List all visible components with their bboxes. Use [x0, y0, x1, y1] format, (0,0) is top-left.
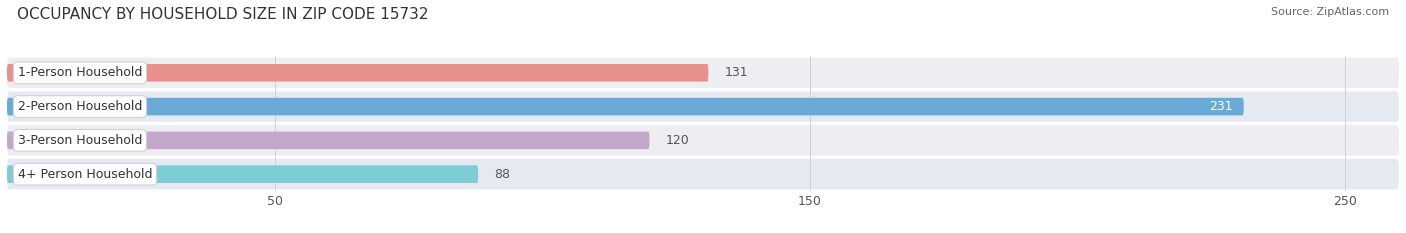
FancyBboxPatch shape [7, 64, 709, 82]
FancyBboxPatch shape [7, 91, 1399, 122]
Text: 88: 88 [495, 168, 510, 181]
FancyBboxPatch shape [7, 159, 1399, 189]
FancyBboxPatch shape [7, 165, 478, 183]
Text: 131: 131 [724, 66, 748, 79]
FancyBboxPatch shape [7, 125, 1399, 156]
Text: 120: 120 [665, 134, 689, 147]
Text: 2-Person Household: 2-Person Household [18, 100, 142, 113]
Text: OCCUPANCY BY HOUSEHOLD SIZE IN ZIP CODE 15732: OCCUPANCY BY HOUSEHOLD SIZE IN ZIP CODE … [17, 7, 429, 22]
Text: 1-Person Household: 1-Person Household [18, 66, 142, 79]
Text: Source: ZipAtlas.com: Source: ZipAtlas.com [1271, 7, 1389, 17]
Text: 4+ Person Household: 4+ Person Household [18, 168, 152, 181]
Text: 231: 231 [1209, 100, 1233, 113]
FancyBboxPatch shape [7, 132, 650, 149]
Text: 3-Person Household: 3-Person Household [18, 134, 142, 147]
FancyBboxPatch shape [7, 98, 1244, 115]
FancyBboxPatch shape [7, 58, 1399, 88]
